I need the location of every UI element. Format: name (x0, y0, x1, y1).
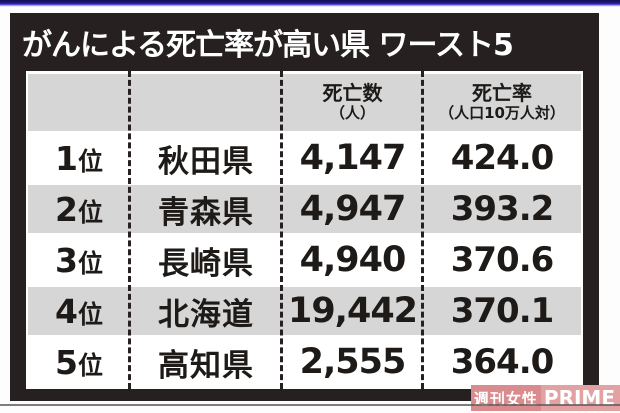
prefecture-cell: 北海道 (158, 296, 254, 333)
panel-title: がんによる死亡率が高い県 ワースト5 (10, 13, 599, 71)
column-divider-1 (128, 71, 131, 389)
header-deaths: 死亡数 （人） (282, 82, 423, 122)
rank-number: 3 (55, 240, 78, 280)
table-row: 3位 長崎県 4,940 370.6 (28, 236, 581, 284)
rank-number: 1 (55, 138, 78, 178)
header-deaths-line1: 死亡数 (322, 81, 383, 106)
watermark-kanji-label: 週刊女性 (470, 385, 541, 411)
rank-suffix: 位 (77, 299, 103, 329)
prefecture-cell: 青森県 (158, 194, 254, 231)
rate-cell: 393.2 (450, 189, 555, 229)
deaths-cell: 19,442 (287, 291, 418, 331)
header-rate: 死亡率 （人口10万人対） (423, 82, 581, 122)
rank-number: 4 (55, 291, 78, 331)
rank-cell: 4位 (28, 292, 130, 331)
rank-cell: 1位 (28, 139, 130, 178)
deaths-cell: 2,555 (299, 342, 407, 382)
watermark-latin-label: PRIME (540, 385, 620, 411)
rank-cell: 5位 (28, 343, 130, 382)
header-rate-line1: 死亡率 (472, 81, 532, 106)
prefecture-cell: 秋田県 (158, 143, 254, 180)
column-divider-3 (421, 71, 424, 389)
rate-cell: 364.0 (450, 342, 555, 382)
deaths-cell: 4,147 (299, 138, 407, 178)
rank-cell: 2位 (28, 190, 130, 229)
table-row: 2位 青森県 4,947 393.2 (28, 185, 581, 233)
table-header-row: 死亡数 （人） 死亡率 （人口10万人対） (28, 74, 581, 131)
rank-cell: 3位 (28, 241, 130, 280)
table-rows-container: 死亡数 （人） 死亡率 （人口10万人対） 1位 秋田県 4,147 424.0… (26, 71, 583, 389)
top-decorative-line (0, 0, 620, 7)
header-rate-line2: （人口10万人対） (439, 104, 565, 123)
table-row: 4位 北海道 19,442 370.1 (28, 287, 581, 335)
ranking-panel: がんによる死亡率が高い県 ワースト5 死亡数 （人） 死亡率 （人口10万人対） (10, 13, 599, 401)
rank-suffix: 位 (77, 197, 103, 227)
table-row: 1位 秋田県 4,147 424.0 (28, 134, 581, 182)
table-row: 5位 高知県 2,555 364.0 (28, 338, 581, 386)
header-deaths-line2: （人） (329, 104, 375, 123)
prefecture-cell: 長崎県 (158, 245, 254, 282)
ranking-table: 死亡数 （人） 死亡率 （人口10万人対） 1位 秋田県 4,147 424.0… (10, 71, 599, 401)
rate-cell: 370.6 (450, 240, 555, 280)
deaths-cell: 4,940 (299, 240, 407, 280)
rank-number: 5 (55, 342, 78, 382)
column-divider-2 (280, 71, 283, 389)
bottom-decorative-line (0, 404, 620, 406)
rate-cell: 370.1 (450, 291, 555, 331)
deaths-cell: 4,947 (299, 189, 407, 229)
prefecture-cell: 高知県 (158, 347, 254, 384)
rank-suffix: 位 (77, 248, 103, 278)
rank-number: 2 (55, 189, 78, 229)
rank-suffix: 位 (77, 146, 103, 176)
rate-cell: 424.0 (450, 138, 555, 178)
publisher-watermark: 週刊女性 PRIME (470, 385, 620, 411)
rank-suffix: 位 (77, 350, 103, 380)
